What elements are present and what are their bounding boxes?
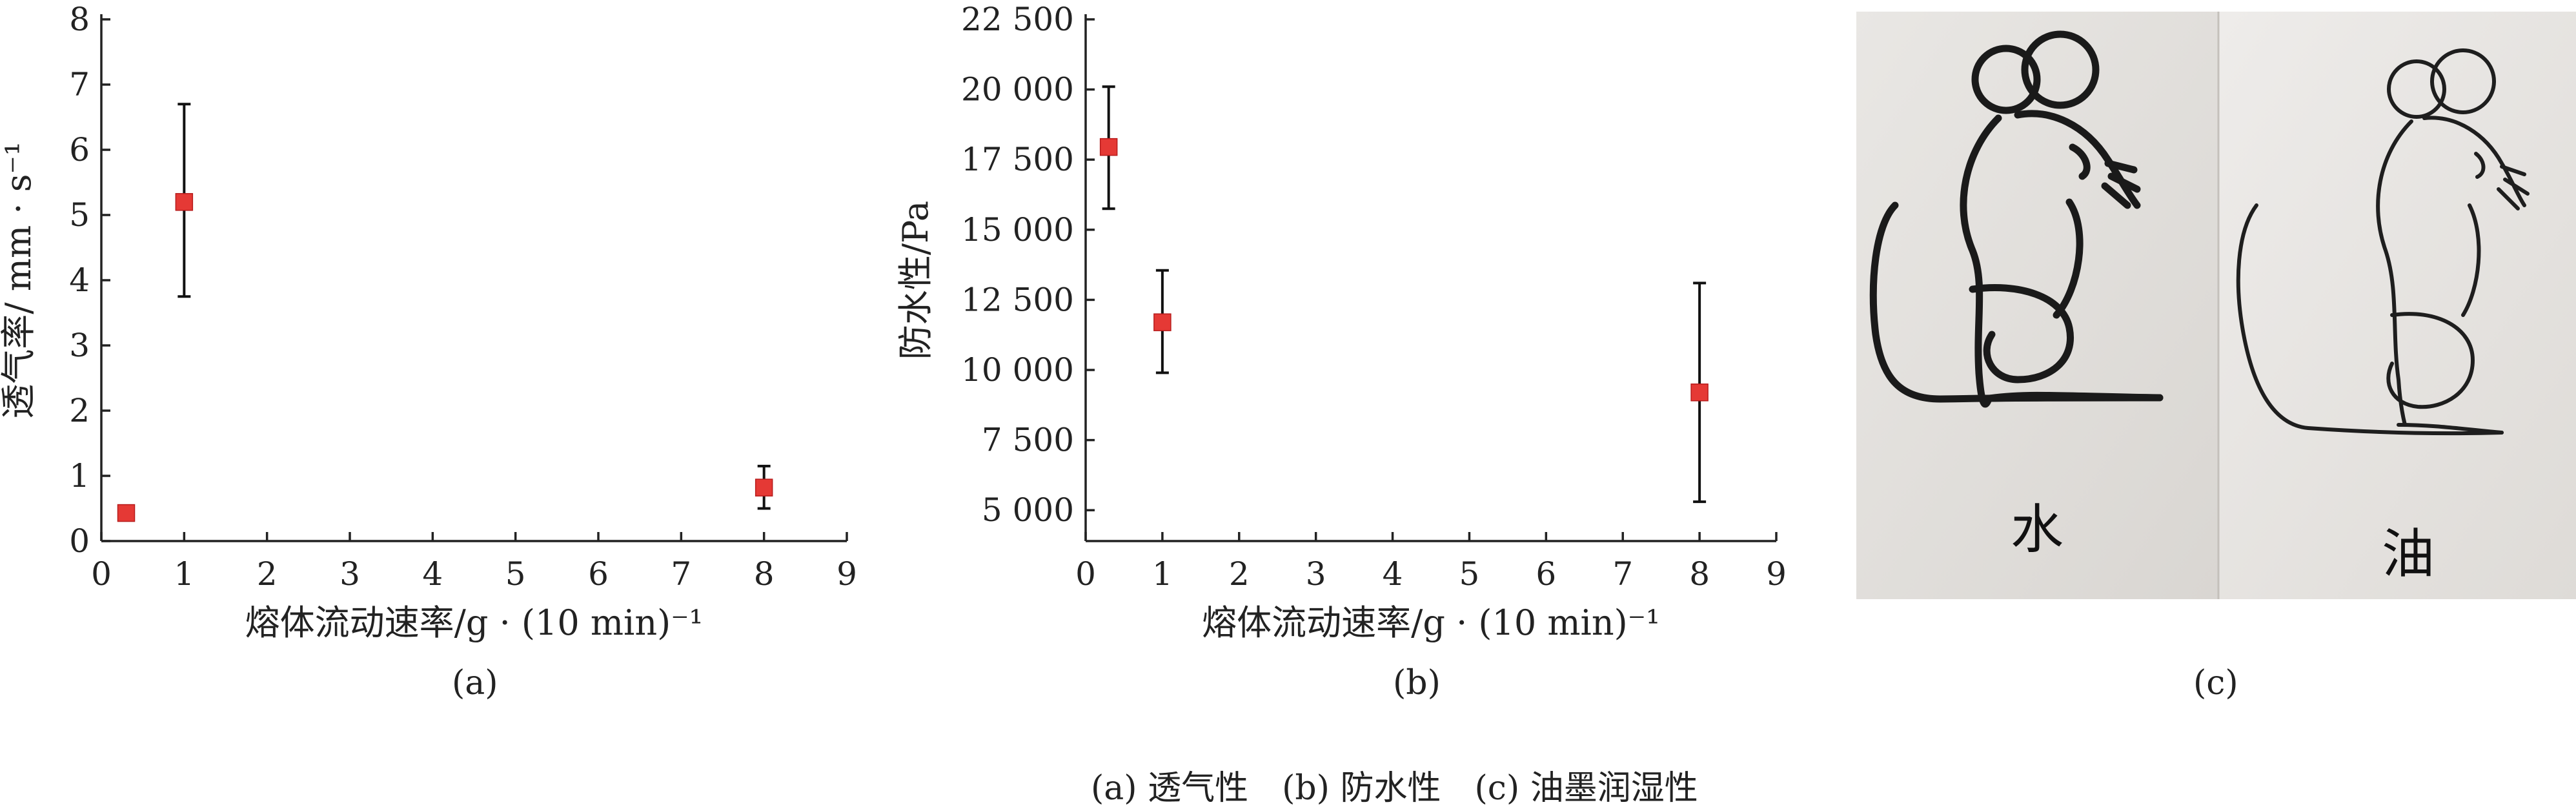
y-axis-label: 防水性/Pa xyxy=(895,201,936,360)
y-tick-label: 5 000 xyxy=(982,491,1074,529)
mouse-drawing-water-icon xyxy=(1869,30,2164,408)
x-tick-label: 5 xyxy=(505,555,526,593)
x-axis-label: 熔体流动速率/g · (10 min)⁻¹ xyxy=(245,602,704,643)
x-tick-label: 1 xyxy=(174,555,194,593)
data-point xyxy=(1690,384,1709,402)
y-tick-label: 22 500 xyxy=(961,1,1074,38)
chart-a: 0 1 2 3 4 5 6 7 8 9 0 1 2 3 4 5 6 7 8 熔体流动速率/g · (10 min)⁻¹… xyxy=(0,1,857,643)
data-point xyxy=(1099,138,1118,156)
data-point xyxy=(175,193,194,211)
x-tick-label: 1 xyxy=(1152,555,1173,593)
x-tick-label: 6 xyxy=(1536,555,1556,593)
x-tick-label: 2 xyxy=(257,555,278,593)
x-tick-label: 7 xyxy=(1612,555,1633,593)
y-tick-label: 10 000 xyxy=(961,351,1074,389)
y-tick-label: 6 xyxy=(69,131,90,169)
x-tick-label: 0 xyxy=(1075,555,1096,593)
ink-wetting-photo: 水 油 xyxy=(1856,12,2576,599)
y-tick-label: 4 xyxy=(69,261,90,299)
data-point xyxy=(755,478,773,497)
x-tick-label: 4 xyxy=(1383,555,1403,593)
y-tick-label: 3 xyxy=(69,327,90,364)
x-tick-label: 7 xyxy=(671,555,691,593)
x-tick-label: 3 xyxy=(1306,555,1326,593)
y-axis-label: 透气率/ mm · s⁻¹ xyxy=(0,141,39,418)
y-tick-label: 2 xyxy=(69,392,90,429)
y-tick-label: 17 500 xyxy=(961,141,1074,178)
y-tick-label: 1 xyxy=(69,457,90,495)
photo-label-water: 水 xyxy=(2011,499,2064,560)
chart-b: 0 1 2 3 4 5 6 7 8 9 5 000 7 500 10 000 12 500 15 000 17… xyxy=(895,1,1787,643)
y-tick-label: 15 000 xyxy=(961,211,1074,249)
y-tick-label: 7 xyxy=(69,66,90,103)
x-tick-label: 3 xyxy=(340,555,360,593)
caption-panel-c: (c) xyxy=(2193,664,2238,702)
x-tick-label: 8 xyxy=(1689,555,1710,593)
x-tick-label: 6 xyxy=(588,555,609,593)
y-tick-label: 0 xyxy=(69,522,90,560)
x-tick-label: 9 xyxy=(1766,555,1787,593)
figure-caption: (a) 透气性 (b) 防水性 (c) 油墨润湿性 xyxy=(1091,769,1698,808)
y-tick-label: 7 500 xyxy=(982,422,1074,459)
data-point xyxy=(1153,313,1171,331)
x-tick-label: 8 xyxy=(754,555,775,593)
y-tick-label: 5 xyxy=(69,196,90,234)
photo-label-oil: 油 xyxy=(2382,524,2435,585)
caption-panel-b: (b) xyxy=(1393,664,1441,702)
x-axis-label: 熔体流动速率/g · (10 min)⁻¹ xyxy=(1202,602,1660,643)
x-tick-label: 9 xyxy=(837,555,857,593)
x-tick-label: 4 xyxy=(422,555,443,593)
caption-panel-a: (a) xyxy=(452,664,498,702)
x-tick-label: 0 xyxy=(91,555,112,593)
mouse-drawing-oil-icon xyxy=(2236,48,2530,436)
data-point xyxy=(117,504,136,522)
y-tick-label: 8 xyxy=(69,1,90,38)
x-tick-label: 5 xyxy=(1459,555,1480,593)
y-tick-label: 12 500 xyxy=(961,281,1074,318)
y-tick-label: 20 000 xyxy=(961,71,1074,108)
x-tick-label: 2 xyxy=(1229,555,1250,593)
